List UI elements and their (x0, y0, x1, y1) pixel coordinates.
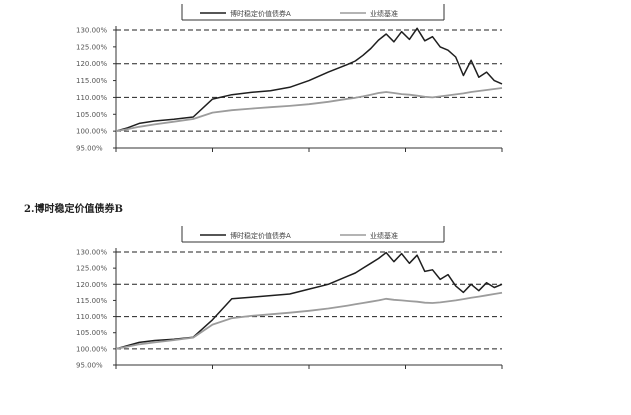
series-line-benchmark (115, 291, 503, 350)
series-line-benchmark (115, 87, 503, 132)
legend-label-benchmark: 业绩基准 (370, 9, 398, 18)
y-tick-label: 125.00% (76, 43, 107, 51)
y-tick-label: 115.00% (76, 297, 107, 305)
y-tick-label: 100.00% (76, 128, 107, 136)
y-tick-label: 125.00% (76, 265, 107, 273)
y-tick-label: 95.00% (76, 362, 103, 370)
y-tick-label: 120.00% (76, 60, 107, 68)
legend-label-fund: 博时稳定价值债券A (230, 231, 291, 240)
y-tick-label: 110.00% (76, 94, 107, 102)
chart-caption: 2.博时稳定价值债券B (24, 204, 123, 215)
nav-chart-top-svg: 博时稳定价值债券A 业绩基准 95.00% 100.00% 105.00% 110.00%… (76, 4, 503, 153)
series-line-fund (115, 27, 503, 132)
y-tick-label: 105.00% (76, 111, 107, 119)
y-tick-label: 100.00% (76, 345, 107, 353)
y-tick-label: 105.00% (76, 329, 107, 337)
y-tick-label: 95.00% (76, 145, 103, 153)
y-tick-label: 110.00% (76, 313, 107, 321)
series-line-fund (115, 251, 503, 350)
nav-chart-top: 博时稳定价值债券A 业绩基准 95.00% 100.00% 105.00% 110.00%… (0, 0, 631, 196)
y-tick-label: 115.00% (76, 77, 107, 85)
y-tick-label: 130.00% (76, 249, 107, 257)
nav-chart-bottom-svg: 博时稳定价值债券A 业绩基准 95.00% 100.00% 105.00% 110.00%… (76, 226, 503, 370)
legend-label-fund: 博时稳定价值债券A (230, 9, 291, 18)
y-tick-label: 130.00% (76, 27, 107, 35)
nav-chart-bottom: 博时稳定价值债券A 业绩基准 95.00% 100.00% 105.00% 110.00%… (0, 222, 631, 415)
legend-label-benchmark: 业绩基准 (370, 231, 398, 240)
y-tick-label: 120.00% (76, 281, 107, 289)
